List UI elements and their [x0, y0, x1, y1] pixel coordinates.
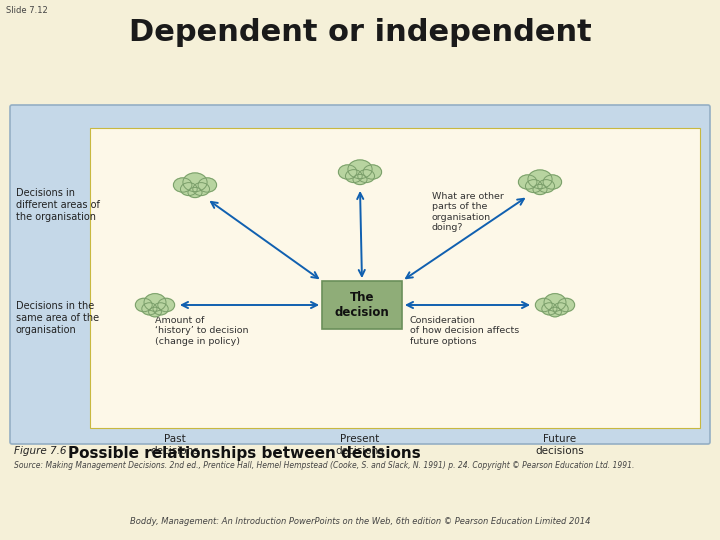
Ellipse shape: [158, 298, 175, 312]
Ellipse shape: [346, 170, 362, 183]
Text: Decisions in the
same area of the
organisation: Decisions in the same area of the organi…: [16, 301, 99, 335]
Ellipse shape: [553, 303, 568, 315]
Ellipse shape: [183, 173, 207, 192]
Text: Amount of
‘history’ to decision
(change in policy): Amount of ‘history’ to decision (change …: [155, 316, 248, 346]
Text: Slide 7.12: Slide 7.12: [6, 6, 48, 15]
Text: Decisions in
different areas of
the organisation: Decisions in different areas of the orga…: [16, 188, 100, 221]
Ellipse shape: [148, 307, 161, 317]
Ellipse shape: [544, 294, 566, 311]
Ellipse shape: [526, 180, 542, 193]
Ellipse shape: [353, 174, 367, 185]
Ellipse shape: [135, 298, 152, 312]
Ellipse shape: [518, 175, 537, 189]
Text: The
decision: The decision: [335, 291, 390, 319]
Text: Source: Making Management Decisions. 2nd ed., Prentice Hall, Hemel Hempstead (Co: Source: Making Management Decisions. 2nd…: [14, 461, 634, 470]
Text: Boddy, Management: An Introduction PowerPoints on the Web, 6th edition © Pearson: Boddy, Management: An Introduction Power…: [130, 517, 590, 526]
Ellipse shape: [348, 160, 372, 179]
Ellipse shape: [153, 303, 168, 315]
Ellipse shape: [193, 183, 210, 195]
Text: Consideration
of how decision affects
future options: Consideration of how decision affects fu…: [410, 316, 519, 346]
Text: What are other
parts of the
organisation
doing?: What are other parts of the organisation…: [432, 192, 504, 232]
Ellipse shape: [533, 184, 547, 194]
Text: Possible relationships between decisions: Possible relationships between decisions: [68, 446, 420, 461]
Ellipse shape: [338, 165, 357, 179]
FancyBboxPatch shape: [90, 128, 700, 428]
Ellipse shape: [536, 298, 552, 312]
FancyBboxPatch shape: [10, 105, 710, 444]
Text: Figure 7.6: Figure 7.6: [14, 446, 66, 456]
Ellipse shape: [541, 303, 557, 315]
Text: Future
decisions: Future decisions: [536, 434, 585, 456]
Ellipse shape: [358, 170, 374, 183]
Ellipse shape: [174, 178, 192, 192]
Ellipse shape: [142, 303, 157, 315]
Ellipse shape: [198, 178, 217, 192]
FancyBboxPatch shape: [322, 281, 402, 329]
Text: Present
decisions: Present decisions: [336, 434, 384, 456]
Ellipse shape: [188, 187, 202, 198]
Ellipse shape: [181, 183, 197, 195]
Ellipse shape: [549, 307, 562, 317]
Ellipse shape: [538, 180, 554, 193]
Ellipse shape: [363, 165, 382, 179]
Ellipse shape: [528, 170, 552, 188]
Ellipse shape: [558, 298, 575, 312]
Text: Past
decisions: Past decisions: [150, 434, 199, 456]
Ellipse shape: [144, 294, 166, 311]
Ellipse shape: [543, 175, 562, 189]
Text: Dependent or independent: Dependent or independent: [129, 18, 591, 47]
